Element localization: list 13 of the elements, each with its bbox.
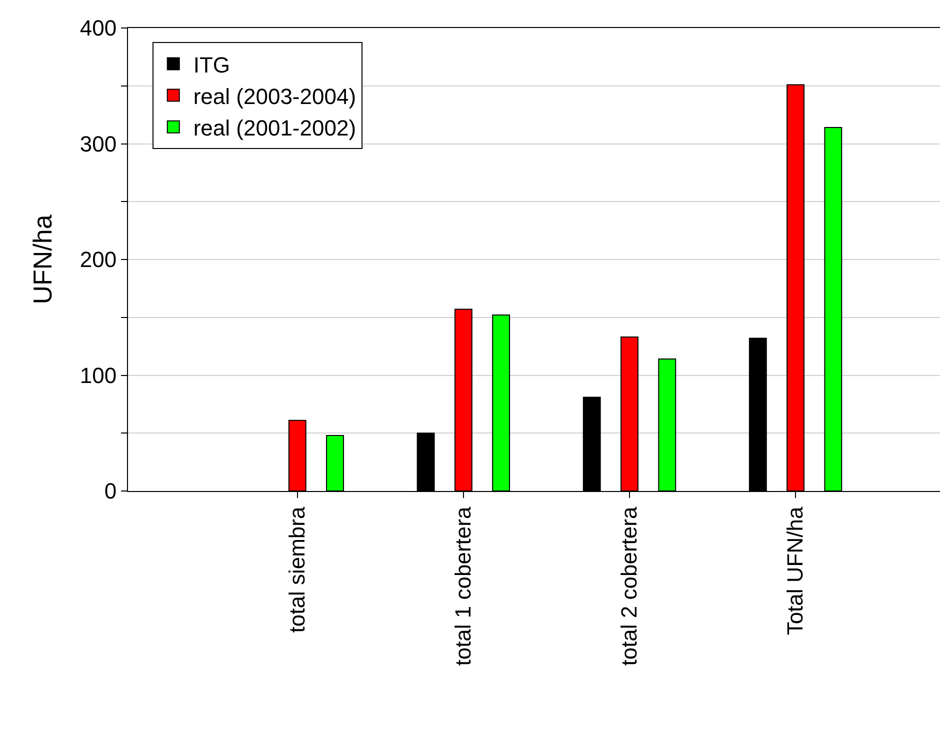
y-tick-label: 200 [80,247,117,272]
y-tick-label: 400 [80,16,117,41]
y-tick-label: 0 [104,478,117,504]
y-tick-label: 100 [80,362,117,388]
y-tick-label: 300 [80,131,117,156]
x-tick-label: total siembra [284,506,310,633]
legend-label: ITG [193,52,230,78]
legend-label: real (2003-2004) [193,84,356,109]
x-tick-label: Total UFN/ha [782,506,808,636]
x-tick-label: total 2 cobertera [616,506,642,666]
x-tick-label: total 1 cobertera [450,506,476,666]
y-axis-title: UFN/ha [27,214,58,304]
legend-label: real (2001-2002) [193,115,356,140]
